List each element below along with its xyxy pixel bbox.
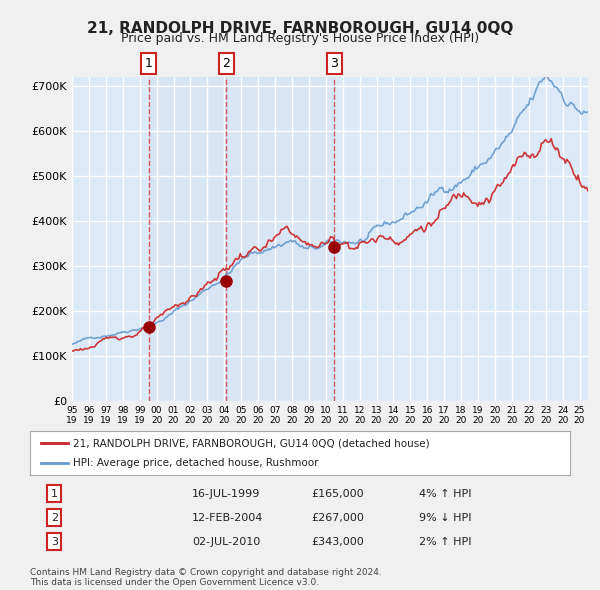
Text: 16-JUL-1999: 16-JUL-1999 — [192, 489, 260, 499]
Text: 21, RANDOLPH DRIVE, FARNBOROUGH, GU14 0QQ: 21, RANDOLPH DRIVE, FARNBOROUGH, GU14 0Q… — [87, 21, 513, 35]
Text: This data is licensed under the Open Government Licence v3.0.: This data is licensed under the Open Gov… — [30, 578, 319, 587]
Text: Contains HM Land Registry data © Crown copyright and database right 2024.: Contains HM Land Registry data © Crown c… — [30, 568, 382, 576]
Text: 2: 2 — [51, 513, 58, 523]
Text: 12-FEB-2004: 12-FEB-2004 — [192, 513, 263, 523]
Text: 2% ↑ HPI: 2% ↑ HPI — [419, 537, 472, 546]
Text: 9% ↓ HPI: 9% ↓ HPI — [419, 513, 472, 523]
Text: Price paid vs. HM Land Registry's House Price Index (HPI): Price paid vs. HM Land Registry's House … — [121, 32, 479, 45]
Text: HPI: Average price, detached house, Rushmoor: HPI: Average price, detached house, Rush… — [73, 458, 319, 467]
Text: 02-JUL-2010: 02-JUL-2010 — [192, 537, 260, 546]
Text: 1: 1 — [51, 489, 58, 499]
Bar — [226, 77, 334, 401]
Text: £267,000: £267,000 — [311, 513, 364, 523]
Text: 21, RANDOLPH DRIVE, FARNBOROUGH, GU14 0QQ (detached house): 21, RANDOLPH DRIVE, FARNBOROUGH, GU14 0Q… — [73, 438, 430, 448]
Text: 1: 1 — [145, 57, 153, 70]
Text: £343,000: £343,000 — [311, 537, 364, 546]
Text: 2: 2 — [223, 57, 230, 70]
Text: 4% ↑ HPI: 4% ↑ HPI — [419, 489, 472, 499]
Text: 3: 3 — [330, 57, 338, 70]
Text: £165,000: £165,000 — [311, 489, 364, 499]
Bar — [149, 77, 226, 401]
Text: 3: 3 — [51, 537, 58, 546]
